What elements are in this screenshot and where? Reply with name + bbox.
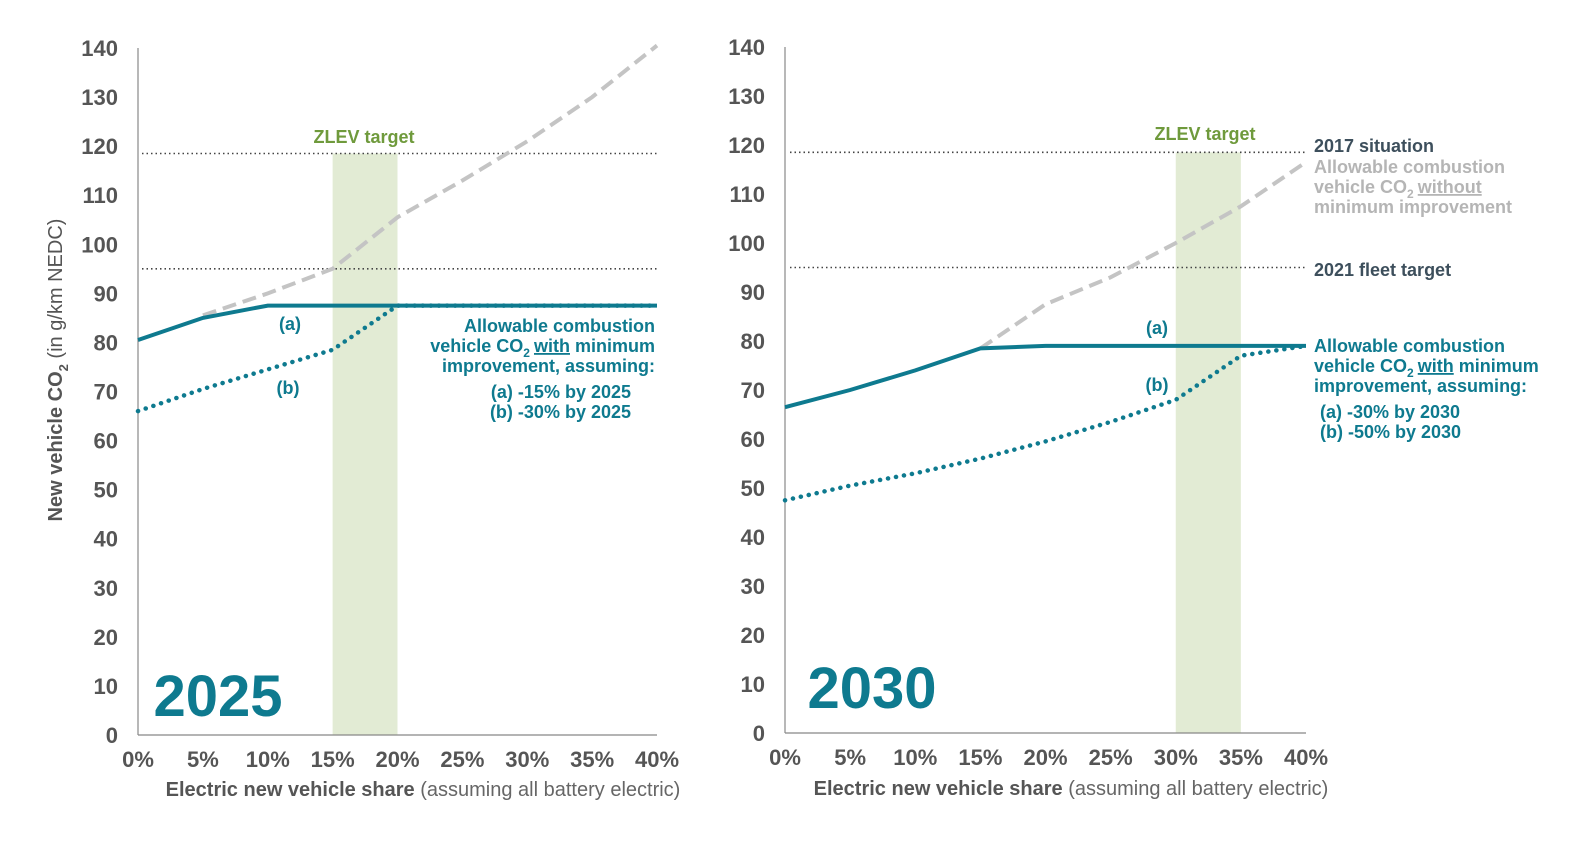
- y-tick-label: 90: [94, 281, 118, 306]
- label-2017-situation: 2017 situation: [1314, 136, 1434, 156]
- x-tick-label: 5%: [834, 745, 866, 770]
- y-tick-label: 30: [94, 576, 118, 601]
- svg-text:improvement, assuming:: improvement, assuming:: [442, 356, 655, 376]
- zlev-band-2025: [332, 153, 398, 736]
- x-axis-title-2025: Electric new vehicle share (assuming all…: [166, 779, 681, 801]
- axes-2025: [137, 48, 657, 736]
- y-tick-label: 80: [94, 330, 118, 355]
- x-tick-label: 20%: [1023, 745, 1067, 770]
- series-without-min-improvement-2025: [202, 43, 659, 318]
- x-tick-label: 15%: [311, 747, 355, 772]
- axes-2030: [784, 47, 1306, 734]
- label-b-2030: (b): [1146, 375, 1169, 395]
- x-tick-label: 30%: [1154, 745, 1198, 770]
- note-a-2025: (a) -15% by 2025: [491, 382, 631, 402]
- y-tick-label: 0: [753, 721, 765, 746]
- y-tick-label: 60: [741, 427, 765, 452]
- series-b-2025: [135, 303, 660, 414]
- svg-text:improvement, assuming:: improvement, assuming:: [1314, 376, 1527, 396]
- x-tick-label: 15%: [958, 745, 1002, 770]
- y-tick-label: 70: [741, 378, 765, 403]
- y-tick-labels-2030: 0 10 20 30 40 50 60 70 80 90 100 110 120 130 140: [728, 35, 765, 746]
- y-tick-label: 120: [728, 133, 765, 158]
- label-b-2025: (b): [277, 378, 300, 398]
- y-tick-label: 110: [83, 183, 119, 208]
- x-tick-label: 35%: [1219, 745, 1263, 770]
- y-tick-label: 20: [94, 625, 118, 650]
- x-tick-label: 20%: [375, 747, 419, 772]
- x-tick-label: 10%: [246, 747, 290, 772]
- y-tick-label: 40: [94, 527, 118, 552]
- x-tick-label: 40%: [1284, 745, 1328, 770]
- svg-text:Allowable combustion: Allowable combustion: [1314, 336, 1505, 356]
- svg-text:Allowable combustion: Allowable combustion: [1314, 157, 1505, 177]
- y-tick-label: 20: [741, 623, 765, 648]
- x-axis-title-2030: Electric new vehicle share (assuming all…: [814, 778, 1329, 800]
- note-b-2030: (b) -50% by 2030: [1320, 422, 1461, 442]
- note-a-2030: (a) -30% by 2030: [1320, 402, 1460, 422]
- zlev-label-2030: ZLEV target: [1154, 124, 1255, 144]
- series-without-min-improvement-2030: [979, 160, 1308, 351]
- zlev-band-2030: [1175, 152, 1241, 734]
- x-tick-label: 25%: [440, 747, 484, 772]
- x-tick-label: 30%: [505, 747, 549, 772]
- y-axis-title: New vehicle CO2 (in g/km NEDC): [45, 219, 71, 522]
- y-tick-label: 140: [81, 36, 118, 61]
- note-with-2030: Allowable combustion vehicle CO2 with min…: [1314, 336, 1539, 396]
- x-tick-labels-2025: 0% 5% 10% 15% 20% 25% 30% 35% 40%: [122, 747, 679, 772]
- y-tick-label: 100: [728, 231, 765, 256]
- y-tick-label: 110: [730, 182, 766, 207]
- y-tick-labels-2025: 0 10 20 30 40 50 60 70 80 90 100 110 120 130 140: [81, 36, 118, 748]
- zlev-label-2025: ZLEV target: [313, 127, 414, 147]
- x-tick-label: 40%: [635, 747, 679, 772]
- x-tick-label: 0%: [769, 745, 801, 770]
- y-tick-label: 130: [81, 85, 118, 110]
- year-label-2030: 2030: [807, 656, 936, 721]
- svg-text:Allowable combustion: Allowable combustion: [464, 316, 655, 336]
- label-2021-fleet-target: 2021 fleet target: [1314, 260, 1451, 280]
- y-tick-label: 130: [728, 84, 765, 109]
- x-tick-label: 10%: [893, 745, 937, 770]
- y-tick-label: 100: [81, 232, 118, 257]
- year-label-2025: 2025: [153, 664, 282, 729]
- y-tick-label: 80: [741, 329, 765, 354]
- note-without-2030: Allowable combustion vehicle CO2 without …: [1314, 157, 1512, 217]
- label-a-2030: (a): [1146, 318, 1168, 338]
- y-tick-label: 50: [94, 478, 118, 503]
- x-tick-label: 0%: [122, 747, 154, 772]
- panel-2025: 0 10 20 30 40 50 60 70 80 90 100 110 120 130 140 0% 5% 1…: [81, 36, 680, 801]
- y-tick-label: 120: [81, 134, 118, 159]
- y-tick-label: 10: [741, 672, 765, 697]
- svg-text:minimum improvement: minimum improvement: [1314, 197, 1512, 217]
- series-b-2030: [782, 343, 1309, 503]
- y-tick-label: 70: [94, 380, 118, 405]
- y-tick-label: 0: [106, 723, 118, 748]
- x-tick-labels-2030: 0% 5% 10% 15% 20% 25% 30% 35% 40%: [769, 745, 1328, 770]
- label-a-2025: (a): [279, 314, 301, 334]
- y-tick-label: 40: [741, 525, 765, 550]
- y-tick-label: 50: [741, 476, 765, 501]
- y-tick-label: 140: [728, 35, 765, 60]
- note-with-2025: Allowable combustion vehicle CO2 with min…: [430, 316, 655, 376]
- x-tick-label: 35%: [570, 747, 614, 772]
- series-a-2030: [784, 343, 1306, 410]
- y-tick-label: 30: [741, 574, 765, 599]
- x-tick-label: 25%: [1089, 745, 1133, 770]
- note-b-2025: (b) -30% by 2025: [490, 402, 631, 422]
- x-tick-label: 5%: [187, 747, 219, 772]
- y-tick-label: 60: [94, 429, 118, 454]
- y-tick-label: 90: [741, 280, 765, 305]
- y-tick-label: 10: [94, 674, 118, 699]
